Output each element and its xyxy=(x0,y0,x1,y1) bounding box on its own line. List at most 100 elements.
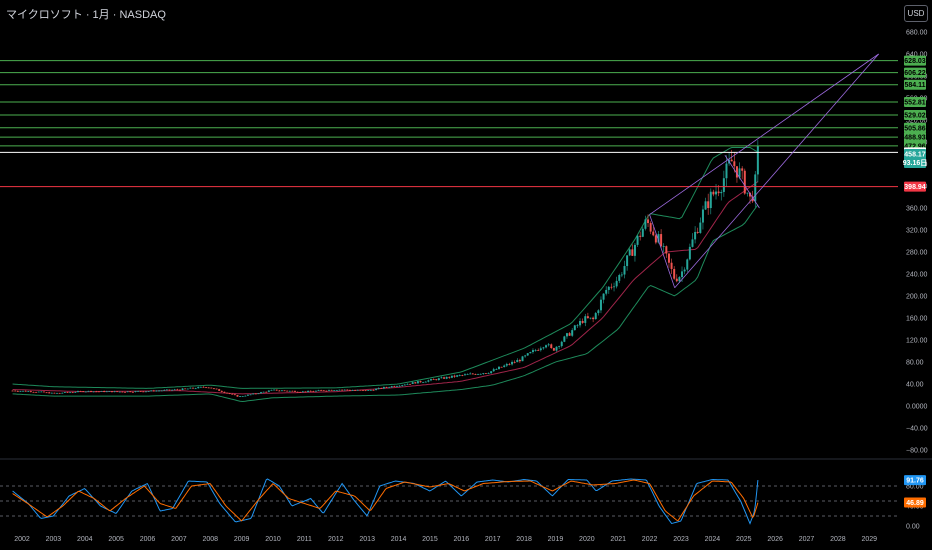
time-tick-label: 2024 xyxy=(705,536,721,543)
candle-body xyxy=(610,286,613,288)
candle-body xyxy=(61,392,64,394)
candle-body xyxy=(134,391,137,392)
candle-body xyxy=(37,391,40,393)
price-tick-label: 40.00 xyxy=(906,382,924,389)
candle-body xyxy=(286,390,289,392)
candle-body xyxy=(636,235,639,245)
candle-body xyxy=(299,391,302,393)
candle-body xyxy=(390,386,393,388)
candle-body xyxy=(197,387,200,389)
candle-body xyxy=(69,392,72,394)
level-tag-606.22 xyxy=(904,67,926,78)
candle-body xyxy=(560,341,563,347)
candle-body xyxy=(411,382,414,385)
candle-body xyxy=(288,390,291,392)
candle-body xyxy=(385,387,388,388)
candle-body xyxy=(90,390,93,392)
candle-body xyxy=(592,317,595,320)
candle-body xyxy=(338,389,341,391)
candle-body xyxy=(657,234,660,243)
candle-body xyxy=(388,387,391,389)
candle-body xyxy=(513,361,516,363)
candle-body xyxy=(110,391,113,393)
candle-body xyxy=(545,345,548,348)
candle-body xyxy=(670,262,673,269)
candle-body xyxy=(694,231,697,240)
candle-body xyxy=(623,266,626,275)
candle-body xyxy=(665,246,668,254)
currency-button[interactable]: USD xyxy=(904,5,928,22)
price-tick-label: 120.00 xyxy=(906,338,928,345)
price-tick-label: 200.00 xyxy=(906,294,928,301)
candle-body xyxy=(142,391,145,393)
candle-body xyxy=(364,390,367,391)
candle-body xyxy=(113,391,116,393)
bb-upper-line xyxy=(12,147,759,389)
candle-body xyxy=(531,350,534,353)
candle-body xyxy=(521,356,524,362)
candle-body xyxy=(654,235,657,243)
candle-body xyxy=(267,390,270,392)
candle-body xyxy=(599,299,602,311)
candles xyxy=(11,140,759,398)
price-tick-label: 160.00 xyxy=(906,316,928,323)
candle-body xyxy=(260,392,263,394)
level-tag-label: 398.94 xyxy=(904,184,926,191)
candle-body xyxy=(686,259,689,270)
candle-body xyxy=(568,333,571,336)
candle-body xyxy=(273,389,276,391)
level-tag-label: 529.02 xyxy=(904,113,926,120)
candle-body xyxy=(741,168,744,171)
candle-body xyxy=(231,393,234,395)
time-tick-label: 2012 xyxy=(328,536,344,543)
candle-body xyxy=(571,330,574,336)
candle-body xyxy=(487,373,490,374)
candle-body xyxy=(361,390,364,391)
candle-body xyxy=(314,390,317,392)
candle-body xyxy=(477,373,480,375)
candle-body xyxy=(613,286,616,288)
candle-body xyxy=(715,191,718,195)
time-tick-label: 2015 xyxy=(422,536,438,543)
time-tick-label: 2016 xyxy=(454,536,470,543)
stoch-tag-%D xyxy=(904,497,926,508)
level-tag-584.11 xyxy=(904,79,926,90)
candle-body xyxy=(649,223,652,232)
candle-body xyxy=(173,389,176,391)
candle-body xyxy=(63,392,66,393)
candle-body xyxy=(150,390,153,392)
time-tick-label: 2011 xyxy=(297,536,312,543)
candle-body xyxy=(158,390,161,392)
candle-body xyxy=(249,394,252,396)
time-tick-label: 2007 xyxy=(171,536,187,543)
candle-body xyxy=(76,391,79,393)
candle-body xyxy=(121,391,124,393)
candle-body xyxy=(22,390,25,392)
candle-body xyxy=(116,391,119,393)
candle-body xyxy=(526,353,529,356)
candle-body xyxy=(320,390,323,391)
candle-body xyxy=(40,391,43,393)
candle-body xyxy=(589,317,592,319)
candle-body xyxy=(602,293,605,300)
candle-body xyxy=(704,201,707,210)
candle-body xyxy=(32,391,35,393)
candle-body xyxy=(398,385,401,387)
candle-body xyxy=(644,219,647,229)
level-tag-label: 584.11 xyxy=(904,82,925,89)
candle-body xyxy=(409,383,412,385)
candle-body xyxy=(581,321,584,323)
time-tick-label: 2014 xyxy=(391,536,407,543)
candle-body xyxy=(482,373,485,374)
candle-body xyxy=(461,375,464,376)
candle-body xyxy=(246,394,249,396)
candle-body xyxy=(511,361,514,365)
candle-body xyxy=(403,384,406,386)
candle-body xyxy=(456,375,459,377)
channel-line-0 xyxy=(649,53,879,215)
candle-body xyxy=(584,316,587,323)
candle-body xyxy=(186,388,189,390)
price-tick-label: 240.00 xyxy=(906,272,928,279)
stoch-line-%D xyxy=(12,479,759,522)
